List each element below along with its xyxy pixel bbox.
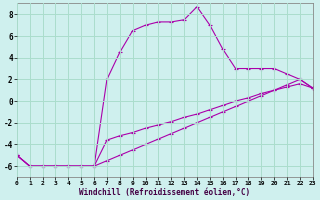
X-axis label: Windchill (Refroidissement éolien,°C): Windchill (Refroidissement éolien,°C) xyxy=(79,188,250,197)
